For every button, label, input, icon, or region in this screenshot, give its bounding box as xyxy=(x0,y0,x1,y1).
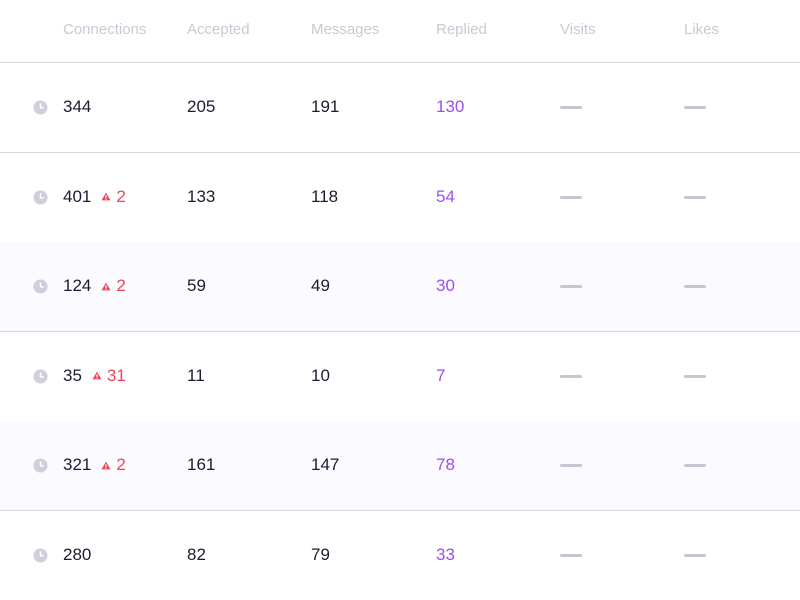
likes-empty-dash xyxy=(684,464,706,467)
table-row[interactable]: 124 2 59 49 30 xyxy=(0,242,800,332)
connections-cell: 280 xyxy=(63,511,91,599)
replied-value: 7 xyxy=(436,365,446,385)
column-header-accepted[interactable]: Accepted xyxy=(187,21,250,38)
column-header-likes[interactable]: Likes xyxy=(684,21,720,38)
replied-value: 30 xyxy=(436,276,455,295)
messages-value: 147 xyxy=(311,455,340,474)
accepted-value: 59 xyxy=(187,276,206,295)
visits-empty-dash xyxy=(560,195,582,199)
warning-badge[interactable]: 2 xyxy=(101,153,126,241)
table-header: Connections Accepted Messages Replied Vi… xyxy=(0,0,800,63)
visits-empty-dash xyxy=(560,106,582,109)
connections-cell: 401 2 xyxy=(63,153,126,241)
warning-count: 2 xyxy=(116,455,126,474)
likes-empty-dash xyxy=(684,285,706,288)
warning-badge[interactable]: 2 xyxy=(101,242,126,330)
replied-value: 33 xyxy=(436,544,455,564)
connections-cell: 35 31 xyxy=(63,332,126,420)
column-header-visits[interactable]: Visits xyxy=(560,21,596,38)
connections-value: 280 xyxy=(63,544,92,564)
visits-empty-dash xyxy=(560,374,582,378)
connections-cell: 344 xyxy=(63,63,91,151)
accepted-value: 133 xyxy=(187,186,216,206)
clock-icon xyxy=(33,189,48,205)
warning-triangle-icon xyxy=(101,461,111,469)
warning-triangle-icon xyxy=(101,282,111,290)
table-row[interactable]: 321 2 161 147 78 xyxy=(0,421,800,511)
visits-empty-dash xyxy=(560,464,582,467)
table-row[interactable]: 280 82 79 33 xyxy=(0,510,800,600)
warning-count: 2 xyxy=(116,276,126,295)
messages-value: 118 xyxy=(311,186,339,206)
messages-value: 10 xyxy=(311,365,330,385)
messages-value: 49 xyxy=(311,276,330,295)
table-row[interactable]: 35 31 11 10 7 xyxy=(0,331,800,422)
accepted-value: 82 xyxy=(187,544,206,564)
connections-value: 124 xyxy=(63,276,92,295)
connections-value: 321 xyxy=(63,455,92,474)
clock-icon xyxy=(33,279,48,294)
warning-triangle-icon xyxy=(92,371,102,380)
messages-value: 79 xyxy=(311,544,330,564)
accepted-value: 161 xyxy=(187,455,216,474)
connections-value: 344 xyxy=(63,97,92,116)
likes-empty-dash xyxy=(684,106,706,109)
connections-value: 35 xyxy=(63,365,82,385)
replied-value: 130 xyxy=(436,97,465,116)
column-header-replied[interactable]: Replied xyxy=(436,21,487,38)
warning-triangle-icon xyxy=(101,192,111,201)
warning-badge[interactable]: 2 xyxy=(101,421,126,509)
likes-empty-dash xyxy=(684,374,706,378)
column-header-messages[interactable]: Messages xyxy=(311,21,380,38)
clock-icon xyxy=(33,547,48,563)
column-header-connections[interactable]: Connections xyxy=(63,21,147,38)
table-row[interactable]: 344 205 191 130 xyxy=(0,63,800,153)
warning-badge[interactable]: 31 xyxy=(92,332,126,420)
visits-empty-dash xyxy=(560,285,582,288)
clock-icon xyxy=(33,100,48,115)
accepted-value: 11 xyxy=(187,365,205,385)
table-row[interactable]: 401 2 133 118 54 xyxy=(0,152,800,243)
clock-icon xyxy=(33,368,48,384)
visits-empty-dash xyxy=(560,553,582,557)
connections-cell: 321 2 xyxy=(63,421,126,509)
connections-value: 401 xyxy=(63,186,92,206)
messages-value: 191 xyxy=(311,97,340,116)
accepted-value: 205 xyxy=(187,97,216,116)
warning-count: 31 xyxy=(106,365,126,385)
replied-value: 54 xyxy=(436,186,455,206)
replied-value: 78 xyxy=(436,455,455,474)
likes-empty-dash xyxy=(684,553,706,557)
clock-icon xyxy=(33,458,48,473)
connections-cell: 124 2 xyxy=(63,242,126,330)
likes-empty-dash xyxy=(684,195,706,199)
warning-count: 2 xyxy=(116,186,126,206)
